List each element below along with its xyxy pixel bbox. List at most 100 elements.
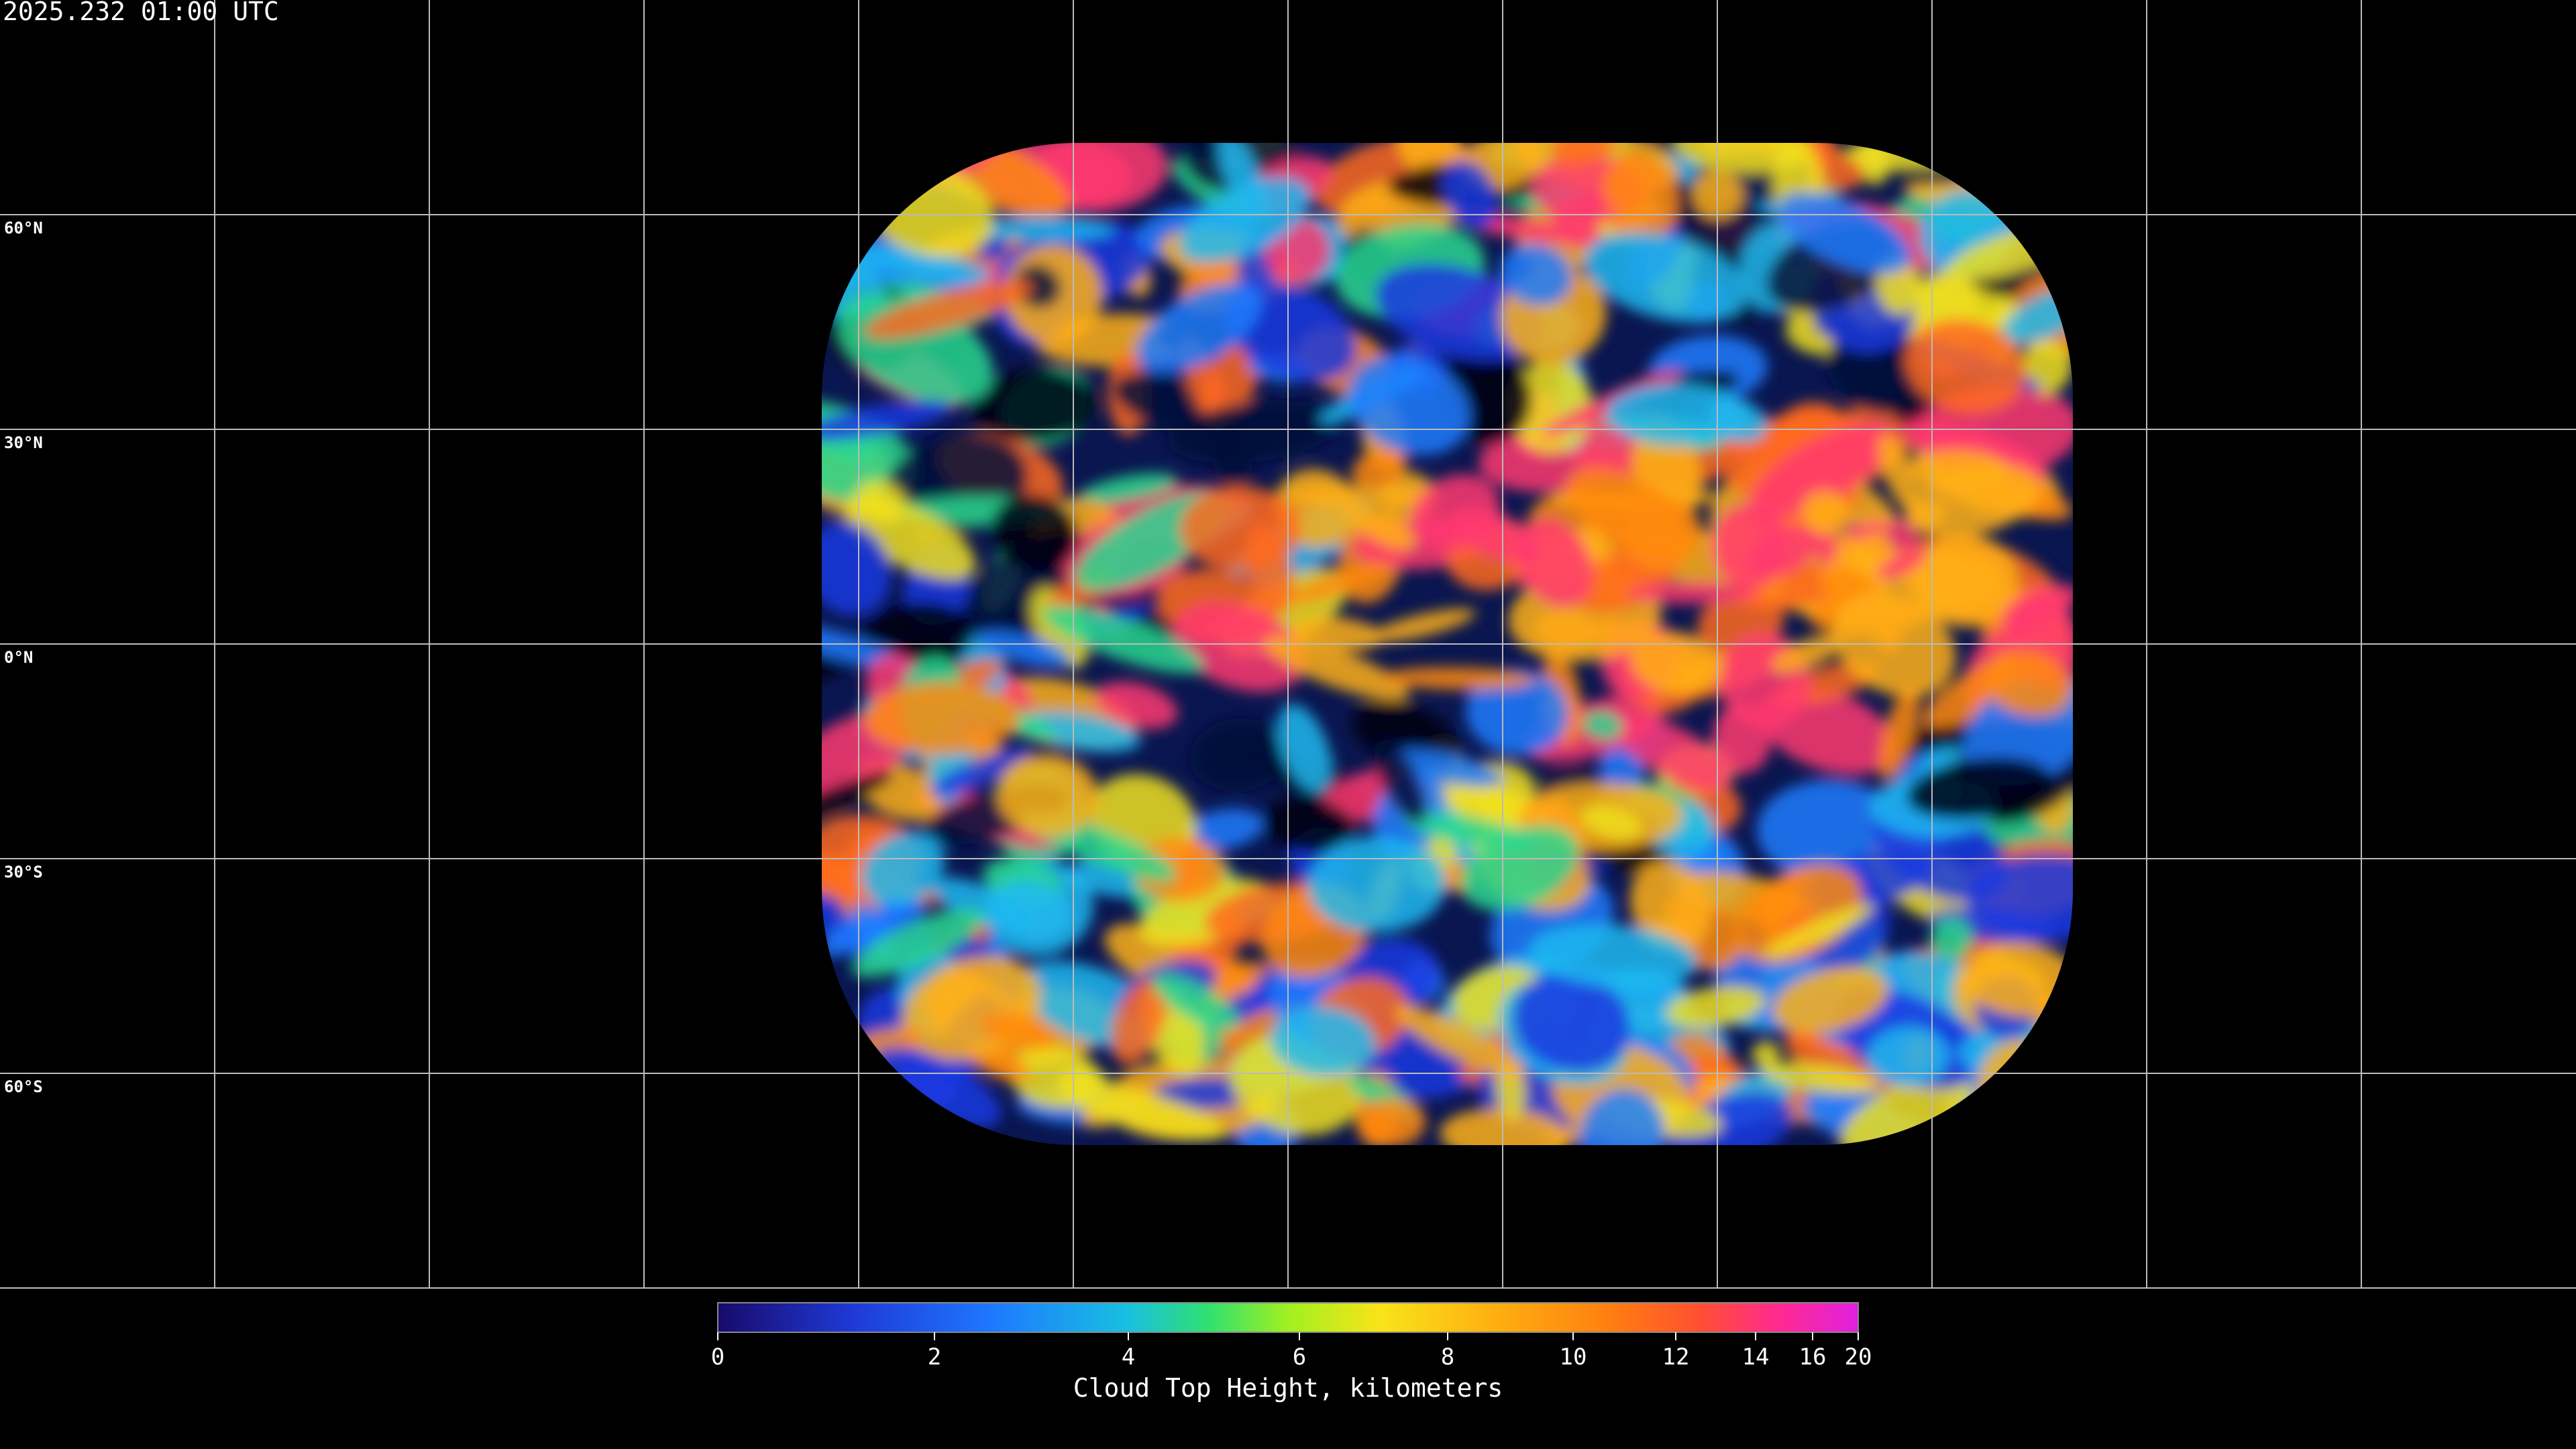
cloud [1839,1075,1973,1145]
cloud [1344,503,1416,550]
colorbar-tick-label: 14 [1742,1344,1770,1371]
cloud [1711,502,1789,588]
colorbar-tick-label: 8 [1441,1344,1454,1371]
cloud [1442,159,1498,229]
cloud [1440,1108,1571,1145]
cloud [1270,1006,1377,1077]
cloud [2001,584,2073,629]
cloud [822,771,895,835]
cloud [1877,549,1927,580]
cloud [1930,917,1973,960]
cloud [1307,836,1446,933]
cloud [1182,808,1264,851]
cloud [1465,668,1569,756]
cloud [1209,418,1252,489]
cloud [1019,711,1141,753]
cloud [1878,433,1919,512]
cloud [851,908,985,977]
cloud [843,495,976,580]
timestamp: 2025.232 01:00 UTC [3,0,279,26]
colorbar [717,1302,1859,1333]
cloud [1565,468,1689,555]
cloud [1375,263,1544,361]
cloud [1500,243,1573,306]
latitude-label: 60°S [4,1077,43,1096]
cloud [1983,649,2072,717]
cloud [1709,398,1767,443]
cloud [1512,972,1630,1072]
cloud [1152,973,1239,1031]
cloud [1878,685,1920,781]
cloud [1290,616,1383,652]
cloud [822,400,953,441]
cloud [1674,143,1807,173]
cloud [1263,637,1410,701]
cloud [872,1047,1002,1128]
cloud [1904,319,2027,415]
cloud [1014,264,1061,309]
cloud [1777,192,1911,274]
cloud [1966,854,2073,941]
cloud [1061,1082,1225,1140]
cloud [1460,825,1580,911]
colorbar-tick-label: 12 [1662,1344,1690,1371]
cloud [976,217,1115,241]
cloud [864,280,1032,339]
cloud [1395,1005,1524,1078]
cloud [1772,967,1888,1034]
cloud [1284,562,1390,605]
cloud [1832,592,1956,698]
cloud [1136,282,1263,374]
cloud [1079,473,1177,504]
cloud [1605,383,1750,446]
cloud-field [822,143,2073,1145]
cloud [1584,231,1748,323]
cloud [863,682,1020,755]
cloud [1374,739,1427,824]
cloud [1450,506,1540,564]
cloud [1348,354,1470,455]
cloud [1582,710,1623,740]
cloud [1179,177,1311,264]
cloud [971,369,1097,442]
cloud [1578,1089,1666,1145]
colorbar-title: Cloud Top Height, kilometers [1073,1373,1503,1403]
colorbar-axis: 0 2 4 6 8 10 12 14 16 20 [711,1332,1872,1371]
cloud [1131,837,1227,902]
cloud [1867,1026,1950,1087]
cloud [1629,861,1711,953]
cloud [822,521,892,616]
cloud [991,494,1079,572]
cloud [1387,749,1503,787]
cloud [978,631,1072,667]
cloud [1666,985,1766,1028]
cloud [1749,422,1896,519]
cloud [861,832,945,906]
colorbar-tick-label: 10 [1560,1344,1587,1371]
satellite-imagery [822,143,2073,1145]
cloud [1366,608,1476,643]
cloud [980,1012,1057,1050]
cloud [1609,712,1733,791]
cloud [990,880,1071,941]
cloud [1906,757,2052,820]
cloud [1351,448,1407,488]
colorbar-tick-label: 20 [1845,1344,1872,1371]
cloud [930,747,1032,796]
colorbar-tick-label: 16 [1799,1344,1827,1371]
cloud [1602,162,1650,217]
cloud [1111,979,1167,1065]
cloud [1802,490,1851,536]
cloud [1042,605,1204,674]
cloud [1381,667,1537,690]
cloud [1904,463,2040,538]
cloud [1550,143,1614,168]
cloud [1580,804,1644,839]
latitude-label: 30°S [4,863,43,881]
colorbar-tick-label: 2 [928,1344,941,1371]
colorbar-tick-label: 6 [1293,1344,1306,1371]
cloud [1260,798,1356,853]
cloud [1629,631,1723,695]
cloud [1752,1041,1780,1069]
